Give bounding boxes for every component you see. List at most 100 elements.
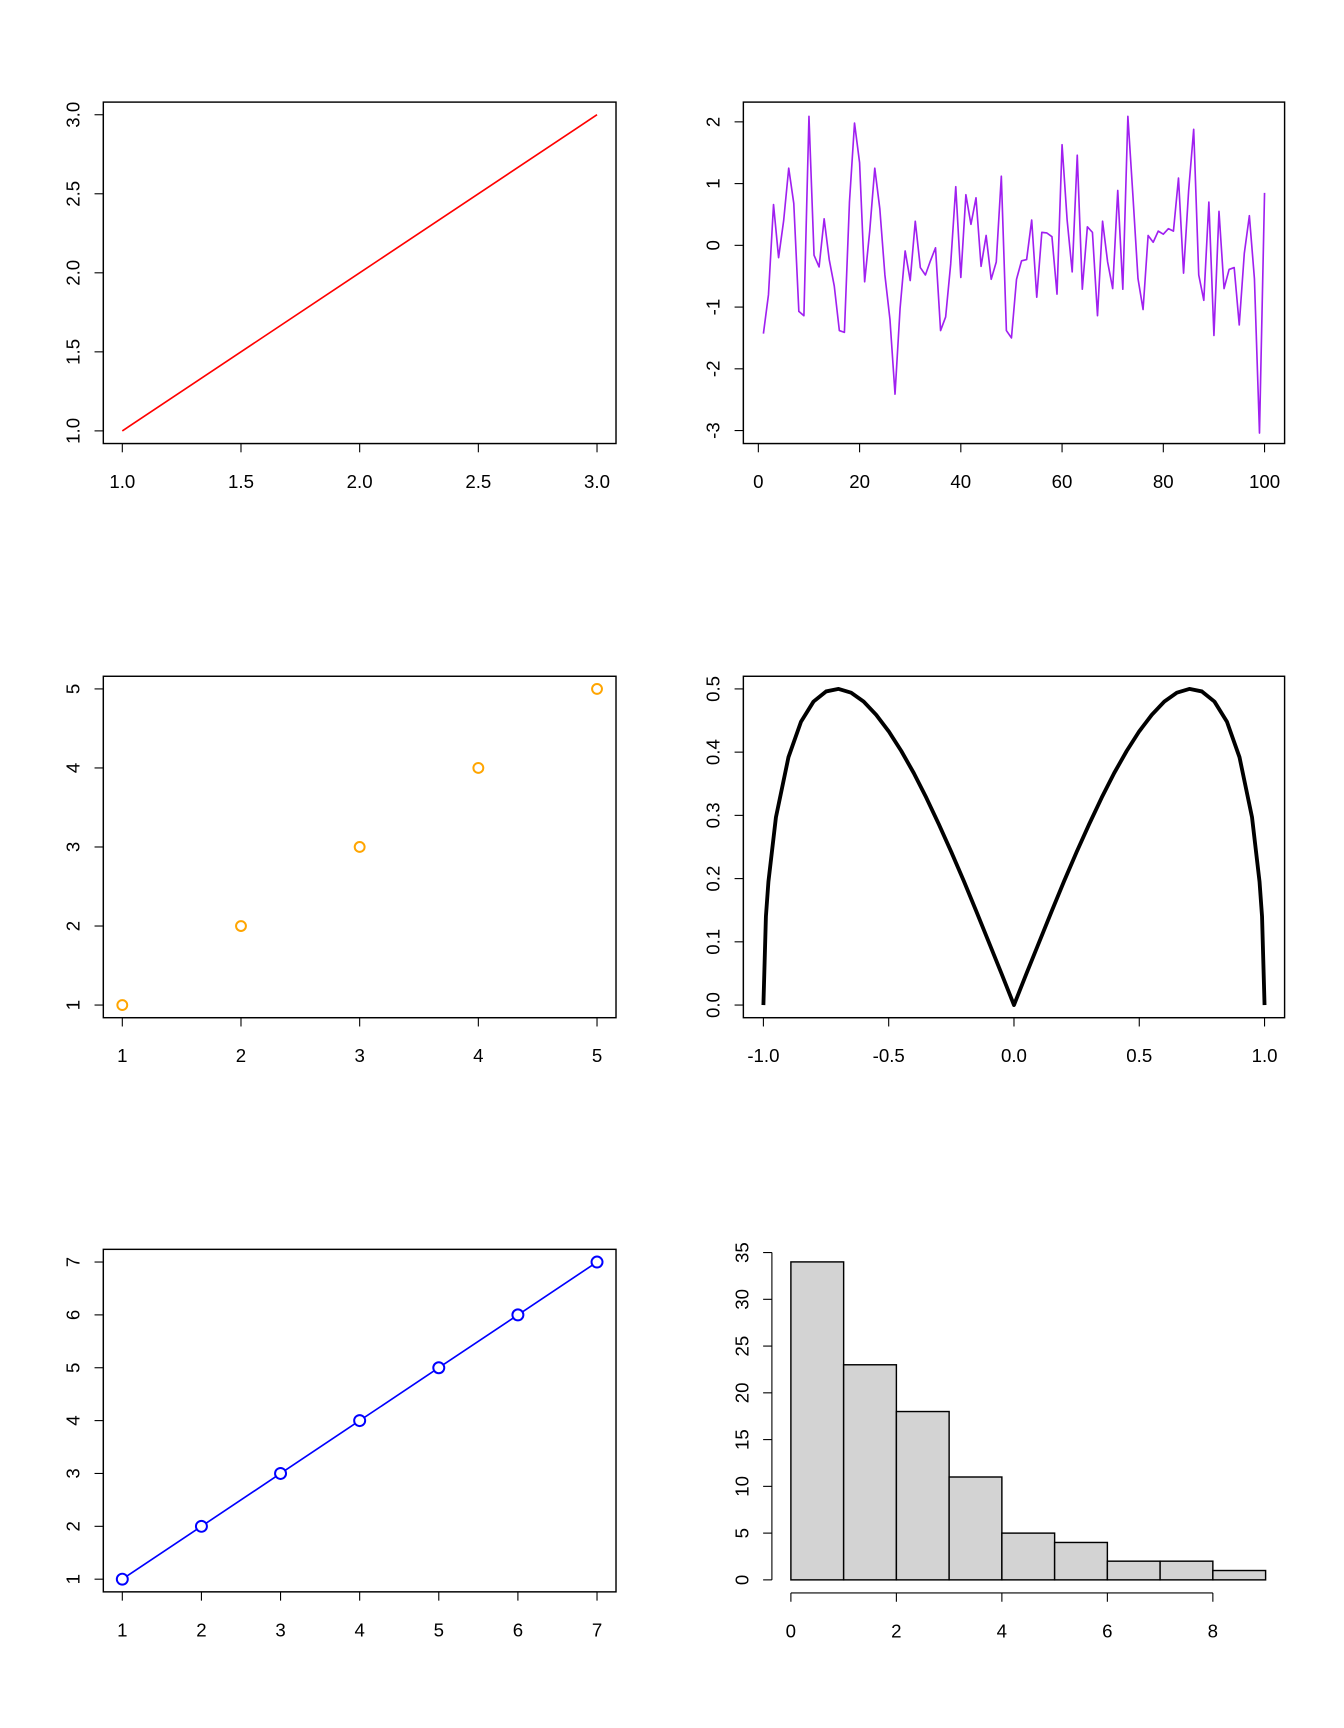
y-tick-label: 2 [63, 921, 84, 931]
y-tick-label: 2.5 [63, 181, 84, 207]
y-tick-label: 0 [703, 240, 724, 250]
bar [790, 1261, 845, 1581]
y-tick-label: -2 [703, 361, 724, 378]
x-tick-label: 100 [1249, 471, 1280, 492]
x-tick-label: 8 [1208, 1620, 1218, 1641]
bar [842, 1364, 898, 1581]
y-tick-label: 7 [63, 1257, 84, 1267]
x-tick-label: 3 [275, 1619, 285, 1640]
y-tick-label: 20 [731, 1382, 752, 1403]
y-tick-label: 3.0 [63, 102, 84, 128]
data-line [121, 114, 598, 432]
data-point [353, 841, 366, 853]
y-tick-label: 1.5 [63, 339, 84, 365]
bar [1001, 1532, 1056, 1581]
data-point [353, 1414, 367, 1428]
x-tick-label: 1.0 [1252, 1045, 1278, 1066]
x-tick-label: 3 [354, 1045, 364, 1066]
data-point [590, 1255, 604, 1269]
data-line [761, 686, 1267, 1007]
bar [948, 1476, 1003, 1581]
x-tick-label: 2 [891, 1620, 901, 1641]
x-tick-label: 3.0 [584, 471, 610, 492]
x-tick-label: 5 [434, 1619, 444, 1640]
y-tick-label: 0.0 [703, 992, 724, 1018]
y-tick-label: 2.0 [63, 260, 84, 286]
x-tick-label: 2 [236, 1045, 246, 1066]
plot-frame [102, 675, 617, 1019]
x-tick-label: 7 [592, 1619, 602, 1640]
x-tick-label: 40 [950, 471, 971, 492]
plot-frame [102, 1248, 617, 1593]
data-point [432, 1361, 446, 1375]
y-tick-label: 0.1 [703, 929, 724, 955]
y-tick-label: 25 [731, 1336, 752, 1357]
x-tick-label: 2.0 [347, 471, 373, 492]
x-tick-label: 1 [117, 1619, 127, 1640]
x-tick-label: -1.0 [747, 1045, 779, 1066]
x-tick-label: -0.5 [873, 1045, 905, 1066]
plot-frame [102, 101, 617, 445]
bar [1159, 1560, 1214, 1581]
x-tick-label: 60 [1052, 471, 1073, 492]
y-tick-label: 30 [731, 1289, 752, 1310]
y-tick-label: -3 [703, 422, 724, 439]
y-tick-label: 3 [63, 1468, 84, 1478]
bar [1053, 1541, 1109, 1581]
y-tick-label: 0.3 [703, 802, 724, 828]
x-tick-label: 4 [997, 1620, 1007, 1641]
y-tick-label: 5 [63, 684, 84, 694]
data-point [274, 1466, 288, 1480]
x-tick-label: 0 [753, 471, 763, 492]
data-point [591, 682, 603, 695]
x-tick-label: 0 [786, 1620, 796, 1641]
x-tick-label: 4 [354, 1619, 364, 1640]
y-tick-label: 0.2 [703, 866, 724, 892]
y-tick-label: 1.0 [63, 418, 84, 444]
y-tick-label: 0 [731, 1575, 752, 1585]
x-tick-label: 5 [592, 1045, 602, 1066]
x-tick-label: 2.5 [465, 471, 491, 492]
y-tick-label: 0.4 [703, 739, 724, 765]
data-line [762, 115, 1266, 434]
x-tick-label: 1 [117, 1045, 127, 1066]
y-tick-label: 2 [63, 1521, 84, 1531]
x-tick-label: 0.5 [1126, 1045, 1152, 1066]
x-tick-label: 2 [196, 1619, 206, 1640]
data-point [511, 1308, 525, 1322]
data-point [472, 762, 485, 774]
plot-frame [742, 101, 1286, 445]
bar [1212, 1569, 1267, 1581]
bar [895, 1410, 950, 1581]
y-tick-label: 4 [63, 763, 84, 773]
data-point [194, 1519, 208, 1533]
y-tick-label: 15 [731, 1429, 752, 1450]
x-tick-label: 6 [513, 1619, 523, 1640]
y-tick-label: 5 [731, 1528, 752, 1538]
y-tick-label: 1 [703, 178, 724, 188]
y-tick-label: 1 [63, 1000, 84, 1010]
bar [1106, 1560, 1161, 1581]
x-tick-label: 20 [849, 471, 870, 492]
y-tick-label: 5 [63, 1363, 84, 1373]
data-point [235, 920, 247, 932]
y-tick-label: -1 [703, 299, 724, 316]
data-point [115, 1572, 129, 1586]
x-tick-label: 1.5 [228, 471, 254, 492]
data-point [116, 999, 129, 1011]
x-tick-label: 80 [1153, 471, 1174, 492]
y-tick-label: 0.5 [703, 676, 724, 702]
plot-frame [742, 675, 1286, 1019]
y-tick-label: 6 [63, 1310, 84, 1320]
x-tick-label: 1.0 [109, 471, 135, 492]
y-tick-label: 10 [731, 1476, 752, 1497]
x-tick-label: 4 [473, 1045, 483, 1066]
y-tick-label: 1 [63, 1574, 84, 1584]
x-tick-label: 0.0 [1001, 1045, 1027, 1066]
x-tick-label: 6 [1102, 1620, 1112, 1641]
y-tick-label: 35 [731, 1242, 752, 1263]
y-tick-label: 2 [703, 117, 724, 127]
y-tick-label: 3 [63, 842, 84, 852]
